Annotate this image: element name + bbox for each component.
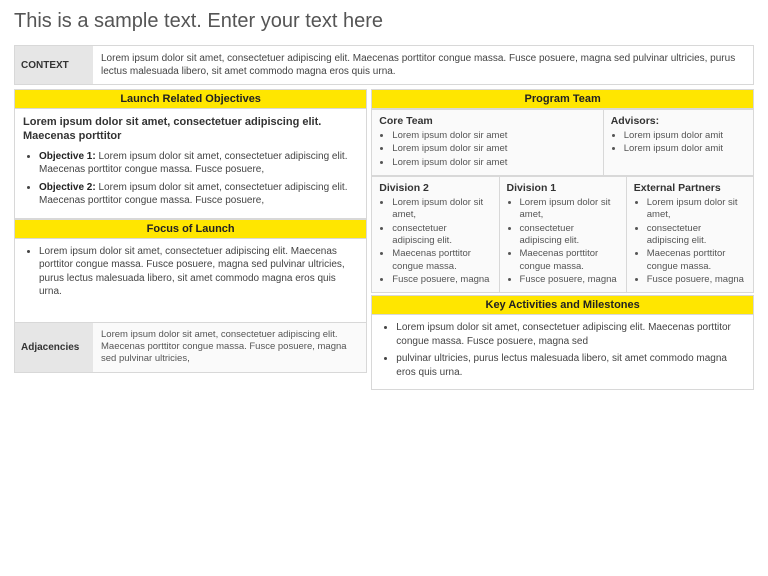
advisors-title: Advisors: [611,115,746,127]
objectives-header: Launch Related Objectives [14,89,367,109]
list-item: Fusce posuere, magna [520,274,619,286]
list-item: consectetuer adipiscing elit. [392,223,491,248]
adjacencies-body: Lorem ipsum dolor sit amet, consectetuer… [93,323,366,372]
team-top-row: Core Team Lorem ipsum dolor sir amet Lor… [371,109,754,176]
external-partners-list: Lorem ipsum dolor sit amet, consectetuer… [634,197,746,286]
milestones-header: Key Activities and Milestones [371,295,754,315]
division2-list: Lorem ipsum dolor sit amet, consectetuer… [379,197,491,286]
team-bottom-row: Division 2 Lorem ipsum dolor sit amet, c… [371,176,754,293]
context-label: CONTEXT [15,46,93,84]
focus-header: Focus of Launch [14,219,367,239]
objective-label: Objective 2: [39,182,96,193]
list-item: Maecenas porttitor congue massa. [392,248,491,273]
advisors-cell: Advisors: Lorem ipsum dolor amit Lorem i… [604,109,754,176]
focus-item: Lorem ipsum dolor sit amet, consectetuer… [39,245,358,299]
right-column: Program Team Core Team Lorem ipsum dolor… [371,89,754,390]
list-item: Lorem ipsum dolor sit amet, [520,197,619,222]
milestones-panel: Lorem ipsum dolor sit amet, consectetuer… [371,315,754,390]
division2-cell: Division 2 Lorem ipsum dolor sit amet, c… [371,176,499,293]
objective-item: Objective 2: Lorem ipsum dolor sit amet,… [39,181,358,208]
team-header: Program Team [371,89,754,109]
list-item: Lorem ipsum dolor amit [624,130,746,142]
objectives-list: Objective 1: Lorem ipsum dolor sit amet,… [23,150,358,208]
list-item: Lorem ipsum dolor sit amet, [392,197,491,222]
division2-title: Division 2 [379,182,491,194]
list-item: Maecenas porttitor congue massa. [520,248,619,273]
list-item: Lorem ipsum dolor sit amet, [647,197,746,222]
objective-label: Objective 1: [39,151,96,162]
list-item: Fusce posuere, magna [647,274,746,286]
list-item: Lorem ipsum dolor amit [624,143,746,155]
core-team-title: Core Team [379,115,595,127]
external-partners-title: External Partners [634,182,746,194]
milestone-item: Lorem ipsum dolor sit amet, consectetuer… [396,321,745,348]
milestone-item: pulvinar ultricies, purus lectus malesua… [396,352,745,379]
context-row: CONTEXT Lorem ipsum dolor sit amet, cons… [14,45,754,85]
focus-panel: Lorem ipsum dolor sit amet, consectetuer… [14,239,367,323]
list-item: Lorem ipsum dolor sir amet [392,130,595,142]
external-partners-cell: External Partners Lorem ipsum dolor sit … [627,176,754,293]
objectives-intro: Lorem ipsum dolor sit amet, consectetuer… [23,115,358,144]
list-item: Lorem ipsum dolor sir amet [392,143,595,155]
advisors-list: Lorem ipsum dolor amit Lorem ipsum dolor… [611,130,746,156]
objectives-panel: Lorem ipsum dolor sit amet, consectetuer… [14,109,367,219]
list-item: Fusce posuere, magna [392,274,491,286]
objective-item: Objective 1: Lorem ipsum dolor sit amet,… [39,150,358,177]
core-team-list: Lorem ipsum dolor sir amet Lorem ipsum d… [379,130,595,169]
division1-title: Division 1 [507,182,619,194]
page-title: This is a sample text. Enter your text h… [14,10,754,33]
division1-list: Lorem ipsum dolor sit amet, consectetuer… [507,197,619,286]
list-item: consectetuer adipiscing elit. [520,223,619,248]
adjacencies-row: Adjacencies Lorem ipsum dolor sit amet, … [14,323,367,373]
adjacencies-label: Adjacencies [15,323,93,372]
left-column: Launch Related Objectives Lorem ipsum do… [14,89,367,390]
list-item: consectetuer adipiscing elit. [647,223,746,248]
context-body: Lorem ipsum dolor sit amet, consectetuer… [93,46,753,84]
division1-cell: Division 1 Lorem ipsum dolor sit amet, c… [500,176,627,293]
main-columns: Launch Related Objectives Lorem ipsum do… [14,89,754,390]
list-item: Maecenas porttitor congue massa. [647,248,746,273]
list-item: Lorem ipsum dolor sir amet [392,157,595,169]
core-team-cell: Core Team Lorem ipsum dolor sir amet Lor… [371,109,603,176]
milestones-list: Lorem ipsum dolor sit amet, consectetuer… [380,321,745,379]
